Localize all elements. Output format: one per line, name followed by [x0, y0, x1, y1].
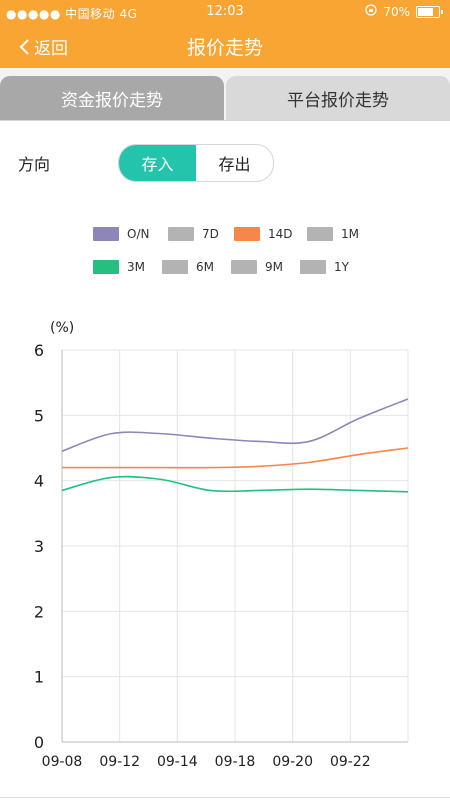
legend-swatch [93, 227, 119, 241]
legend-swatch [168, 227, 194, 241]
legend-swatch [162, 260, 188, 274]
direction-toggle: 存入 存出 [118, 144, 274, 182]
legend-swatch [234, 227, 260, 241]
clock: 12:03 [206, 4, 244, 19]
legend-swatch [307, 227, 333, 241]
tab-platform-quote-trend[interactable]: 平台报价走势 [226, 76, 450, 120]
legend-item-1m[interactable]: 1M [307, 226, 359, 242]
x-tick-label: 09-08 [42, 754, 83, 770]
tab-bar: 资金报价走势 平台报价走势 [0, 68, 450, 121]
x-tick-label: 09-20 [272, 754, 313, 770]
page-title: 报价走势 [186, 37, 263, 59]
series-line-14d [62, 447, 409, 469]
legend-item-6m[interactable]: 6M [162, 259, 214, 275]
legend-label: 7D [202, 227, 219, 241]
y-tick-label: 4 [34, 472, 44, 491]
battery-percent: 70% [383, 4, 410, 19]
status-right: 70% [365, 4, 443, 19]
legend-label: 6M [196, 260, 214, 274]
legend-label: O/N [127, 227, 150, 241]
legend-label: 1M [341, 227, 359, 241]
divider [0, 797, 450, 798]
direction-withdraw-option[interactable]: 存出 [218, 155, 251, 174]
legend-label: 9M [265, 260, 283, 274]
direction-label: 方向 [18, 155, 51, 174]
status-bar: ●●●●● 中国移动 4G 12:03 70% [0, 0, 450, 24]
y-tick-label: 1 [34, 668, 44, 687]
series-line-3m [61, 475, 409, 493]
series-line-on [61, 398, 409, 453]
x-tick-label: 09-22 [330, 754, 371, 770]
y-tick-label: 0 [34, 733, 44, 752]
carrier-signal: ●●●●● 中国移动 4G [6, 7, 138, 21]
y-axis-unit-label: (%) [50, 320, 74, 336]
back-button[interactable]: 返回 [18, 34, 68, 59]
y-tick-label: 3 [34, 537, 44, 556]
legend-swatch [231, 260, 257, 274]
nav-bar: 返回 报价走势 [0, 24, 450, 68]
legend-label: 14D [268, 227, 293, 241]
y-tick-label: 2 [34, 602, 44, 621]
direction-deposit-option[interactable]: 存入 [119, 145, 196, 181]
legend-item-on[interactable]: O/N [93, 226, 149, 242]
x-tick-label: 09-18 [215, 754, 256, 770]
legend-label: 3M [127, 260, 145, 274]
legend-item-14d[interactable]: 14D [234, 226, 293, 242]
y-tick-label: 5 [34, 406, 44, 425]
battery-icon [416, 5, 443, 18]
legend-item-3m[interactable]: 3M [93, 259, 145, 275]
y-tick-label: 6 [34, 341, 44, 360]
x-tick-label: 09-12 [99, 754, 140, 770]
legend-label: 1Y [334, 260, 349, 274]
legend-item-9m[interactable]: 9M [231, 259, 283, 275]
legend-swatch [300, 260, 326, 274]
back-label: 返回 [34, 39, 68, 59]
legend-item-7d[interactable]: 7D [168, 226, 219, 242]
rate-trend-chart: 0 1 2 3 4 5 6 09-08 09-12 09-14 09-18 09-20 09-22 (%) [34, 320, 409, 770]
orientation-lock-icon [365, 4, 377, 19]
legend-item-1y[interactable]: 1Y [300, 259, 349, 275]
chevron-left-icon [19, 38, 29, 55]
tab-fund-quote-trend[interactable]: 资金报价走势 [0, 76, 224, 120]
x-tick-label: 09-14 [157, 754, 198, 770]
legend-swatch [93, 260, 119, 274]
